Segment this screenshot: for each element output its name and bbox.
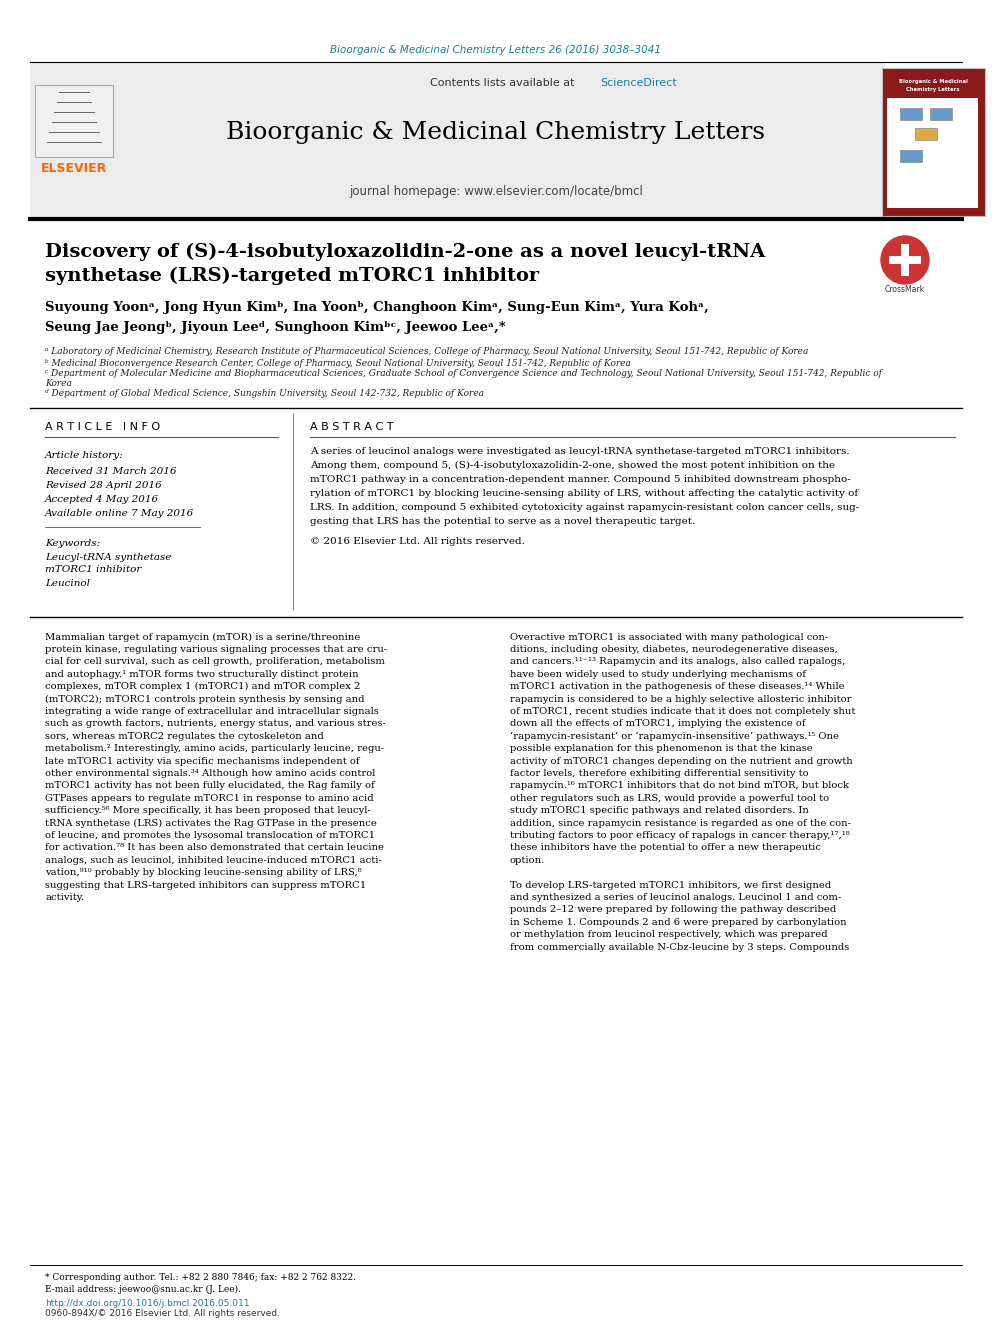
Text: analogs, such as leucinol, inhibited leucine-induced mTORC1 acti-: analogs, such as leucinol, inhibited leu… <box>45 856 382 865</box>
Bar <box>930 108 952 120</box>
Text: have been widely used to study underlying mechanisms of: have been widely used to study underlyin… <box>510 669 806 679</box>
Text: tRNA synthetase (LRS) activates the Rag GTPase in the presence: tRNA synthetase (LRS) activates the Rag … <box>45 819 377 828</box>
Text: A B S T R A C T: A B S T R A C T <box>310 422 394 433</box>
Text: sors, whereas mTORC2 regulates the cytoskeleton and: sors, whereas mTORC2 regulates the cytos… <box>45 732 323 741</box>
Text: * Corresponding author. Tel.: +82 2 880 7846; fax: +82 2 762 8322.: * Corresponding author. Tel.: +82 2 880 … <box>45 1273 356 1282</box>
Text: and autophagy.¹ mTOR forms two structurally distinct protein: and autophagy.¹ mTOR forms two structura… <box>45 669 359 679</box>
Text: sufficiency.⁵⁶ More specifically, it has been proposed that leucyl-: sufficiency.⁵⁶ More specifically, it has… <box>45 806 371 815</box>
Text: mTORC1 activity has not been fully elucidated, the Rag family of: mTORC1 activity has not been fully eluci… <box>45 782 375 790</box>
Bar <box>882 67 985 216</box>
Text: To develop LRS-targeted mTORC1 inhibitors, we first designed: To develop LRS-targeted mTORC1 inhibitor… <box>510 881 831 889</box>
Text: down all the effects of mTORC1, implying the existence of: down all the effects of mTORC1, implying… <box>510 720 806 728</box>
Text: other environmental signals.³⁴ Although how amino acids control: other environmental signals.³⁴ Although … <box>45 769 375 778</box>
Bar <box>915 128 937 140</box>
Text: mTORC1 activation in the pathogenesis of these diseases.¹⁴ While: mTORC1 activation in the pathogenesis of… <box>510 683 844 691</box>
Text: or methylation from leucinol respectively, which was prepared: or methylation from leucinol respectivel… <box>510 930 827 939</box>
Text: ELSEVIER: ELSEVIER <box>41 161 107 175</box>
Text: synthetase (LRS)-targeted mTORC1 inhibitor: synthetase (LRS)-targeted mTORC1 inhibit… <box>45 267 539 286</box>
Bar <box>901 243 909 277</box>
Text: rapamycin.¹⁶ mTORC1 inhibitors that do not bind mTOR, but block: rapamycin.¹⁶ mTORC1 inhibitors that do n… <box>510 782 849 790</box>
Text: Bioorganic & Medicinal: Bioorganic & Medicinal <box>899 79 967 85</box>
Text: gesting that LRS has the potential to serve as a novel therapeutic target.: gesting that LRS has the potential to se… <box>310 516 695 525</box>
Text: Korea: Korea <box>45 378 71 388</box>
Text: Leucyl-tRNA synthetase: Leucyl-tRNA synthetase <box>45 553 172 561</box>
Text: ᵇ Medicinal Bioconvergence Research Center, College of Pharmacy, Seoul National : ᵇ Medicinal Bioconvergence Research Cent… <box>45 359 631 368</box>
Text: © 2016 Elsevier Ltd. All rights reserved.: © 2016 Elsevier Ltd. All rights reserved… <box>310 537 525 546</box>
Text: and synthesized a series of leucinol analogs. Leucinol 1 and com-: and synthesized a series of leucinol ana… <box>510 893 841 902</box>
Text: ᵃ Laboratory of Medicinal Chemistry, Research Institute of Pharmaceutical Scienc: ᵃ Laboratory of Medicinal Chemistry, Res… <box>45 348 808 356</box>
Text: Mammalian target of rapamycin (mTOR) is a serine/threonine: Mammalian target of rapamycin (mTOR) is … <box>45 632 360 642</box>
Bar <box>900 149 922 161</box>
Text: ScienceDirect: ScienceDirect <box>600 78 677 89</box>
Text: these inhibitors have the potential to offer a new therapeutic: these inhibitors have the potential to o… <box>510 843 821 852</box>
Text: for activation.⁷⁸ It has been also demonstrated that certain leucine: for activation.⁷⁸ It has been also demon… <box>45 843 384 852</box>
Text: from commercially available N-Cbz-leucine by 3 steps. Compounds: from commercially available N-Cbz-leucin… <box>510 942 849 951</box>
Text: Accepted 4 May 2016: Accepted 4 May 2016 <box>45 496 159 504</box>
Text: pounds 2–12 were prepared by following the pathway described: pounds 2–12 were prepared by following t… <box>510 905 836 914</box>
Text: in Scheme 1. Compounds 2 and 6 were prepared by carbonylation: in Scheme 1. Compounds 2 and 6 were prep… <box>510 918 846 926</box>
Bar <box>35 85 113 157</box>
Text: ᵈ Department of Global Medical Science, Sungshin University, Seoul 142-732, Repu: ᵈ Department of Global Medical Science, … <box>45 389 484 398</box>
Text: Received 31 March 2016: Received 31 March 2016 <box>45 467 177 476</box>
Text: E-mail address: jeewoo@snu.ac.kr (J. Lee).: E-mail address: jeewoo@snu.ac.kr (J. Lee… <box>45 1285 241 1294</box>
Text: Contents lists available at: Contents lists available at <box>430 78 574 89</box>
Bar <box>889 255 921 265</box>
Bar <box>30 64 885 218</box>
Text: protein kinase, regulating various signaling processes that are cru-: protein kinase, regulating various signa… <box>45 644 387 654</box>
Text: ‘rapamycin-resistant’ or ‘rapamycin-insensitive’ pathways.¹⁵ One: ‘rapamycin-resistant’ or ‘rapamycin-inse… <box>510 732 839 741</box>
Text: late mTORC1 activity via specific mechanisms independent of: late mTORC1 activity via specific mechan… <box>45 757 360 766</box>
Text: addition, since rapamycin resistance is regarded as one of the con-: addition, since rapamycin resistance is … <box>510 819 851 827</box>
Text: Among them, compound 5, (S)-4-isobutyloxazolidin-2-one, showed the most potent i: Among them, compound 5, (S)-4-isobutylox… <box>310 462 835 471</box>
Text: CrossMark: CrossMark <box>885 286 926 295</box>
Text: (mTORC2); mTORC1 controls protein synthesis by sensing and: (mTORC2); mTORC1 controls protein synthe… <box>45 695 364 704</box>
Text: GTPases appears to regulate mTORC1 in response to amino acid: GTPases appears to regulate mTORC1 in re… <box>45 794 374 803</box>
Text: ditions, including obesity, diabetes, neurodegenerative diseases,: ditions, including obesity, diabetes, ne… <box>510 644 838 654</box>
Text: of leucine, and promotes the lysosomal translocation of mTORC1: of leucine, and promotes the lysosomal t… <box>45 831 375 840</box>
Text: Overactive mTORC1 is associated with many pathological con-: Overactive mTORC1 is associated with man… <box>510 632 828 642</box>
Text: activity of mTORC1 changes depending on the nutrient and growth: activity of mTORC1 changes depending on … <box>510 757 853 766</box>
Text: tributing factors to poor efficacy of rapalogs in cancer therapy,¹⁷,¹⁸: tributing factors to poor efficacy of ra… <box>510 831 850 840</box>
Text: other regulators such as LRS, would provide a powerful tool to: other regulators such as LRS, would prov… <box>510 794 829 803</box>
Text: Discovery of (S)-4-isobutyloxazolidin-2-one as a novel leucyl-tRNA: Discovery of (S)-4-isobutyloxazolidin-2-… <box>45 243 765 261</box>
Text: of mTORC1, recent studies indicate that it does not completely shut: of mTORC1, recent studies indicate that … <box>510 706 855 716</box>
Text: integrating a wide range of extracellular and intracellular signals: integrating a wide range of extracellula… <box>45 706 379 716</box>
Circle shape <box>881 235 929 284</box>
Text: mTORC1 pathway in a concentration-dependent manner. Compound 5 inhibited downstr: mTORC1 pathway in a concentration-depend… <box>310 475 851 484</box>
Text: such as growth factors, nutrients, energy status, and various stres-: such as growth factors, nutrients, energ… <box>45 720 386 728</box>
Text: Seung Jae Jeongᵇ, Jiyoun Leeᵈ, Sunghoon Kimᵇᶜ, Jeewoo Leeᵃ,*: Seung Jae Jeongᵇ, Jiyoun Leeᵈ, Sunghoon … <box>45 321 506 335</box>
Text: cial for cell survival, such as cell growth, proliferation, metabolism: cial for cell survival, such as cell gro… <box>45 658 385 667</box>
Text: rapamycin is considered to be a highly selective allosteric inhibitor: rapamycin is considered to be a highly s… <box>510 695 851 704</box>
Text: activity.: activity. <box>45 893 84 902</box>
Text: suggesting that LRS-targeted inhibitors can suppress mTORC1: suggesting that LRS-targeted inhibitors … <box>45 881 366 889</box>
Text: study mTORC1 specific pathways and related disorders. In: study mTORC1 specific pathways and relat… <box>510 806 808 815</box>
Text: 0960-894X/© 2016 Elsevier Ltd. All rights reserved.: 0960-894X/© 2016 Elsevier Ltd. All right… <box>45 1310 280 1319</box>
Text: metabolism.² Interestingly, amino acids, particularly leucine, regu-: metabolism.² Interestingly, amino acids,… <box>45 744 384 753</box>
Text: vation,⁹¹⁰ probably by blocking leucine-sensing ability of LRS,⁸: vation,⁹¹⁰ probably by blocking leucine-… <box>45 868 362 877</box>
Text: journal homepage: www.elsevier.com/locate/bmcl: journal homepage: www.elsevier.com/locat… <box>349 185 643 198</box>
Text: and cancers.¹¹⁻¹³ Rapamycin and its analogs, also called rapalogs,: and cancers.¹¹⁻¹³ Rapamycin and its anal… <box>510 658 845 667</box>
Text: Revised 28 April 2016: Revised 28 April 2016 <box>45 482 162 491</box>
Text: Leucinol: Leucinol <box>45 578 90 587</box>
Bar <box>887 98 978 208</box>
Text: Suyoung Yoonᵃ, Jong Hyun Kimᵇ, Ina Yoonᵇ, Changhoon Kimᵃ, Sung-Eun Kimᵃ, Yura Ko: Suyoung Yoonᵃ, Jong Hyun Kimᵇ, Ina Yoonᵇ… <box>45 302 708 315</box>
Text: option.: option. <box>510 856 546 865</box>
Text: A R T I C L E   I N F O: A R T I C L E I N F O <box>45 422 160 433</box>
Text: A series of leucinol analogs were investigated as leucyl-tRNA synthetase-targete: A series of leucinol analogs were invest… <box>310 447 849 456</box>
Text: ᶜ Department of Molecular Medicine and Biopharmaceutical Sciences, Graduate Scho: ᶜ Department of Molecular Medicine and B… <box>45 369 882 378</box>
Text: mTORC1 inhibitor: mTORC1 inhibitor <box>45 565 142 574</box>
Text: Available online 7 May 2016: Available online 7 May 2016 <box>45 509 194 519</box>
Text: Chemistry Letters: Chemistry Letters <box>907 86 959 91</box>
Text: rylation of mTORC1 by blocking leucine-sensing ability of LRS, without affecting: rylation of mTORC1 by blocking leucine-s… <box>310 490 858 497</box>
Text: complexes, mTOR complex 1 (mTORC1) and mTOR complex 2: complexes, mTOR complex 1 (mTORC1) and m… <box>45 683 360 691</box>
Text: Article history:: Article history: <box>45 451 124 460</box>
Text: LRS. In addition, compound 5 exhibited cytotoxicity against rapamycin-resistant : LRS. In addition, compound 5 exhibited c… <box>310 503 859 512</box>
Text: Keywords:: Keywords: <box>45 538 100 548</box>
Bar <box>900 108 922 120</box>
Text: factor levels, therefore exhibiting differential sensitivity to: factor levels, therefore exhibiting diff… <box>510 769 808 778</box>
Text: possible explanation for this phenomenon is that the kinase: possible explanation for this phenomenon… <box>510 744 812 753</box>
Text: http://dx.doi.org/10.1016/j.bmcl.2016.05.011: http://dx.doi.org/10.1016/j.bmcl.2016.05… <box>45 1298 250 1307</box>
Text: Bioorganic & Medicinal Chemistry Letters: Bioorganic & Medicinal Chemistry Letters <box>226 120 766 143</box>
Text: Bioorganic & Medicinal Chemistry Letters 26 (2016) 3038–3041: Bioorganic & Medicinal Chemistry Letters… <box>330 45 662 56</box>
